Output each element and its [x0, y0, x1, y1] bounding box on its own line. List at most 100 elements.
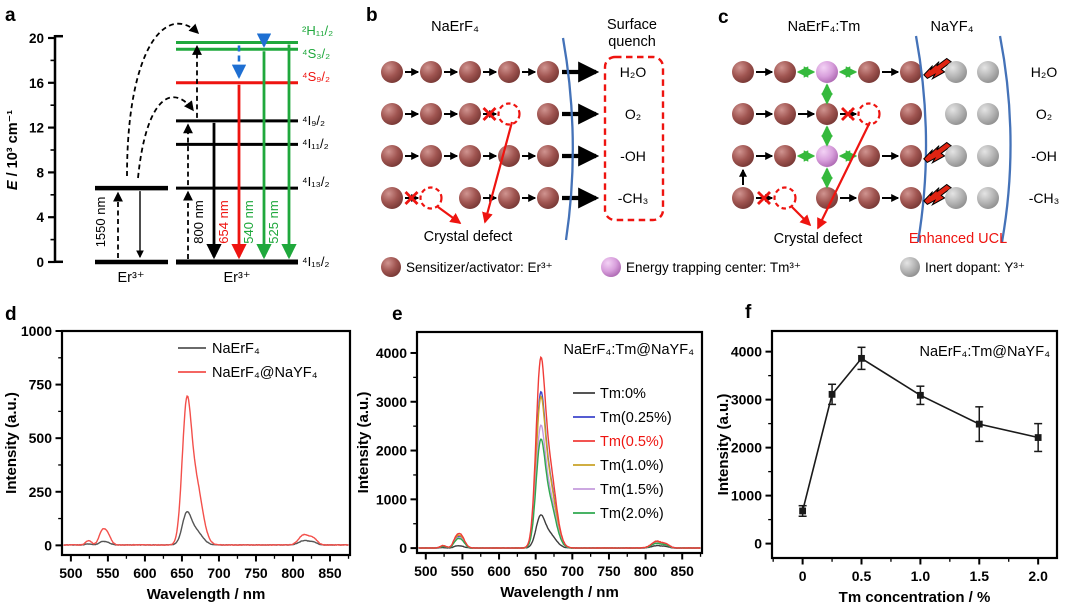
panel-e-label: e — [392, 304, 403, 325]
x-tick-label: 700 — [207, 565, 231, 581]
defect-x-mark — [757, 191, 771, 205]
y-sphere — [900, 257, 920, 277]
ion-label-left: Er³⁺ — [118, 270, 145, 286]
data-line — [801, 357, 1039, 512]
x-tick-label: 1.5 — [970, 568, 990, 584]
x-tick-label: 850 — [671, 563, 695, 579]
axis-var: E — [5, 179, 21, 190]
quencher-box — [603, 55, 665, 222]
er-sphere — [381, 187, 403, 209]
x-tick-label: 0 — [799, 568, 807, 584]
er-sphere — [732, 103, 754, 125]
x-tick-label: 800 — [634, 563, 658, 579]
legend-series-label: NaErF₄@NaYF₄ — [212, 365, 318, 381]
data-point-marker — [975, 420, 983, 428]
er-sphere — [459, 61, 481, 83]
er-sphere — [537, 103, 559, 125]
er-sphere — [732, 145, 754, 167]
panel-c-core-title: NaErF₄:Tm — [788, 19, 861, 35]
data-point-marker — [916, 391, 924, 399]
panel-d-label: d — [5, 304, 17, 325]
legend-item-label: Sensitizer/activator: Er³⁺ — [406, 260, 553, 275]
er-sphere — [537, 61, 559, 83]
er-sphere — [381, 61, 403, 83]
er-sphere — [420, 61, 442, 83]
y-tick-label: 500 — [29, 430, 53, 446]
environment-species-label: O₂ — [1036, 106, 1052, 122]
x-tick-label: 650 — [524, 563, 548, 579]
er-sphere — [732, 187, 754, 209]
chart-title: NaErF₄:Tm@NaYF₄ — [920, 344, 1051, 360]
particle-surface-arc — [561, 37, 574, 241]
er-sphere — [537, 187, 559, 209]
er-sphere — [900, 145, 922, 167]
spectrum-curve-NaErFNaYF — [63, 395, 349, 547]
enhanced-ucl-label: Enhanced UCL — [909, 231, 1007, 247]
er-sphere — [774, 145, 796, 167]
chart-title: NaErF₄:Tm@NaYF₄ — [564, 342, 695, 358]
er-sphere — [900, 103, 922, 125]
x-tick-label: 600 — [487, 563, 511, 579]
y-tick-label: 16 — [29, 76, 45, 91]
y-tick-label: 250 — [29, 484, 53, 500]
y-tick-label: 0 — [44, 537, 52, 553]
y-tick-label: 12 — [29, 121, 44, 136]
legend-item-label: Energy trapping center: Tm³⁺ — [626, 260, 801, 275]
y-tick-label: 4000 — [376, 345, 407, 361]
quencher-species-label: H₂O — [620, 64, 647, 80]
y-tick-label: 3000 — [731, 392, 762, 408]
legend-series-label: Tm(1.5%) — [600, 482, 664, 498]
y-tick-label: 0 — [399, 540, 407, 556]
y-tick-label: 2000 — [376, 443, 407, 459]
y-tick-label: 1000 — [21, 323, 52, 339]
panel-f-errorbar-chart: 0 0.5 1.0 1.5 2.0 0 1000 2000 3000 4000 Tm concent… — [715, 329, 1059, 606]
tm-sphere — [816, 145, 838, 167]
x-tick-label: 850 — [318, 565, 342, 581]
level-label: ⁴S₉/₂ — [302, 69, 330, 84]
er-sphere — [420, 145, 442, 167]
panel-c-label: c — [718, 7, 729, 28]
y-sphere — [945, 187, 967, 209]
defect-vacancy-circle — [773, 186, 797, 210]
x-tick-label: 500 — [414, 563, 438, 579]
y-tick-label: 8 — [36, 165, 44, 180]
er-sphere — [459, 103, 481, 125]
data-point-marker — [799, 507, 807, 515]
emission-wavelength-label: 654 nm — [216, 200, 231, 243]
y-tick-label: 1000 — [731, 488, 762, 504]
environment-species-label: -OH — [1031, 148, 1057, 164]
x-tick-label: 700 — [561, 563, 585, 579]
ion-label-right: Er³⁺ — [224, 270, 251, 286]
er-sphere — [774, 61, 796, 83]
spectrum-curve-Tm0 — [418, 514, 701, 549]
er-sphere — [858, 61, 880, 83]
er-sphere — [459, 187, 481, 209]
y-tick-label: 4 — [36, 210, 44, 225]
legend-series-label: NaErF₄ — [212, 341, 260, 357]
x-tick-label: 600 — [133, 565, 157, 581]
panel-e-spectra-chart: 500 550 600 650 700 750 800 850 0 1000 2000 3000 400… — [355, 330, 704, 601]
x-tick-label: 0.5 — [852, 568, 872, 584]
level-label: ²H₁₁/₂ — [302, 23, 333, 38]
core-shell-arc-outer — [998, 35, 1012, 243]
quencher-species-label: O₂ — [625, 106, 641, 122]
defect-x-mark — [841, 107, 855, 121]
defect-pointer-arrow — [437, 206, 462, 224]
legend-series-label: Tm(0.25%) — [600, 410, 672, 426]
x-tick-label: 1.0 — [911, 568, 931, 584]
defect-pointer-arrow — [482, 121, 514, 224]
crystal-defect-label: Crystal defect — [774, 231, 863, 247]
er-sphere — [900, 187, 922, 209]
er-sphere — [732, 61, 754, 83]
defect-pointer-arrow — [791, 206, 812, 227]
defect-vacancy-circle — [419, 186, 443, 210]
level-label: ⁴I₁₃/₂ — [302, 174, 330, 189]
x-tick-label: 2.0 — [1028, 568, 1048, 584]
emission-wavelength-label: 800 nm — [191, 200, 206, 243]
y-tick-label: 20 — [29, 31, 44, 46]
panel-b-title: NaErF₄ — [431, 19, 479, 35]
quencher-species-label: -CH₃ — [618, 190, 649, 206]
defect-pointer-arrow — [817, 121, 871, 230]
er-sphere — [858, 145, 880, 167]
plot-frame — [770, 329, 1059, 560]
